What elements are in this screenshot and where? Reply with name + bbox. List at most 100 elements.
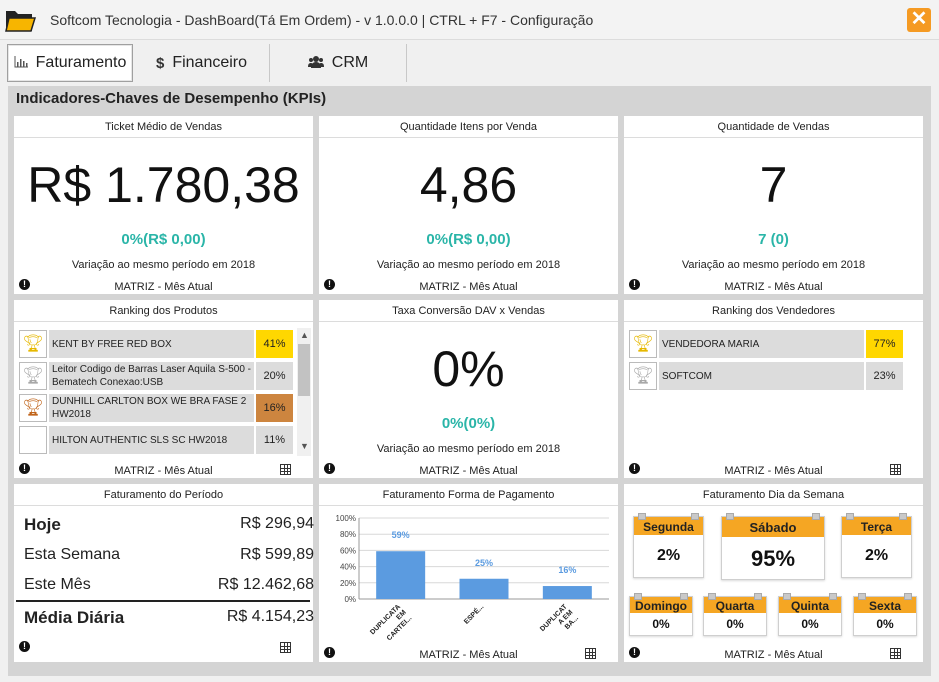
card-footer: MATRIZ - Mês Atual [724, 649, 823, 661]
tab-crm[interactable]: CRM [270, 44, 407, 82]
list-item[interactable]: 🏆︎ KENT BY FREE RED BOX 41% [19, 330, 293, 358]
card-footer: MATRIZ - Mês Atual [419, 649, 518, 661]
info-icon[interactable]: ! [19, 463, 30, 474]
ranking-vendedores-card: Ranking dos Vendedores 🏆︎ VENDEDORA MARI… [624, 300, 923, 478]
product-percent: 11% [256, 426, 293, 454]
itens-por-venda-card: Quantidade Itens por Venda 4,86 0%(R$ 0,… [319, 116, 618, 294]
kpi-value: 7 [759, 157, 788, 213]
tab-label: Financeiro [172, 54, 248, 71]
info-icon[interactable]: ! [629, 647, 640, 658]
kpi-variation: 0%(R$ 0,00) [121, 231, 206, 248]
scrollbar-thumb[interactable] [298, 344, 310, 396]
product-name: DUNHILL CARLTON BOX WE BRA FASE 2 HW2018 [49, 394, 254, 422]
list-item[interactable]: 🏆︎ SOFTCOM 23% [629, 362, 903, 390]
payment-bar-chart: 100% 80% 60% 40% 20% 0% 59% DUPLICATAEMCARTEI..… [336, 514, 609, 642]
card-footer: MATRIZ - Mês Atual [724, 281, 823, 293]
pin-icon [783, 593, 791, 600]
ticket-medio-card: Ticket Médio de Vendas R$ 1.780,38 0%(R$… [14, 116, 313, 294]
tab-label: CRM [331, 54, 369, 71]
period-value: R$ 4.154,23 [226, 608, 314, 625]
y-tick-label: 60% [340, 546, 356, 555]
grid-icon[interactable] [585, 648, 596, 659]
period-label: Esta Semana [24, 546, 121, 563]
product-name: HILTON AUTHENTIC SLS SC HW2018 [49, 426, 254, 454]
grid-icon[interactable] [280, 464, 291, 475]
tab-faturamento[interactable]: Faturamento [7, 44, 133, 82]
kpi-comparison: Variação ao mesmo período em 2018 [71, 259, 256, 271]
close-button[interactable]: ✕ [907, 8, 931, 32]
bar [459, 578, 509, 599]
pin-icon [638, 513, 646, 520]
day-value: 2% [864, 547, 889, 564]
pin-icon [691, 513, 699, 520]
scrollbar[interactable]: ▲ ▼ [297, 328, 311, 456]
ranking-produtos-card: Ranking dos Produtos 🏆︎ KENT BY FREE RED… [14, 300, 313, 478]
scroll-up-icon[interactable]: ▲ [300, 330, 309, 340]
day-value: 0% [726, 617, 744, 631]
list-item[interactable]: 🏆︎ DUNHILL CARLTON BOX WE BRA FASE 2 HW2… [19, 394, 293, 422]
day-card-domingo: Domingo 0% [629, 593, 693, 636]
y-tick-label: 100% [336, 514, 356, 523]
title-bar: Softcom Tecnologia - DashBoard(Tá Em Ord… [0, 0, 939, 40]
list-item[interactable]: 🏆︎ Leitor Codigo de Barras Laser Aquila … [19, 362, 293, 390]
scroll-down-icon[interactable]: ▼ [300, 441, 309, 451]
info-icon[interactable]: ! [324, 463, 335, 474]
info-icon[interactable]: ! [629, 463, 640, 474]
silver-trophy-icon: 🏆︎ [19, 362, 47, 390]
card-title: Quantidade Itens por Venda [319, 116, 618, 138]
period-label: Este Mês [24, 576, 91, 593]
y-tick-label: 80% [340, 530, 356, 539]
day-value: 0% [801, 617, 819, 631]
forma-pagamento-card: Faturamento Forma de Pagamento 100% 80% 60… [319, 484, 618, 662]
card-title: Faturamento Forma de Pagamento [319, 484, 618, 506]
day-card-terca: Terça 2% [841, 513, 912, 578]
grid-icon[interactable] [890, 464, 901, 475]
gold-trophy-icon: 🏆︎ [19, 330, 47, 358]
users-icon [307, 55, 324, 72]
taxa-conversao-card: Taxa Conversão DAV x Vendas 0% 0%(0%) Va… [319, 300, 618, 478]
kpi-variation: 0%(R$ 0,00) [426, 231, 511, 248]
card-title: Ranking dos Produtos [14, 300, 313, 322]
y-tick-label: 40% [340, 563, 356, 572]
info-icon[interactable]: ! [324, 279, 335, 290]
pin-icon [754, 593, 762, 600]
grid-icon[interactable] [890, 648, 901, 659]
day-card-segunda: Segunda 2% [633, 513, 704, 578]
card-footer: MATRIZ - Mês Atual [724, 465, 823, 477]
info-icon[interactable]: ! [19, 279, 30, 290]
day-card-quinta: Quinta 0% [778, 593, 842, 636]
list-item[interactable]: 🏆︎ VENDEDORA MARIA 77% [629, 330, 903, 358]
day-label: Terça [842, 517, 911, 535]
grid-icon[interactable] [280, 642, 291, 653]
x-tick-label: ESPÉ... [462, 602, 486, 626]
quantidade-vendas-card: Quantidade de Vendas 7 7 (0) Variação ao… [624, 116, 923, 294]
y-tick-label: 0% [344, 595, 356, 604]
day-card-quarta: Quarta 0% [703, 593, 767, 636]
tab-financeiro[interactable]: $ Financeiro [134, 44, 270, 82]
card-title: Ticket Médio de Vendas [14, 116, 313, 138]
seller-name: VENDEDORA MARIA [659, 330, 864, 358]
faturamento-periodo-card: Faturamento do Período Hoje R$ 296,94 Es… [14, 484, 314, 662]
kpi-panel: Indicadores-Chaves de Desempenho (KPIs) … [8, 86, 931, 676]
pin-icon [829, 593, 837, 600]
pin-icon [726, 513, 734, 520]
period-label: Hoje [24, 515, 61, 534]
info-icon[interactable]: ! [629, 279, 640, 290]
day-label: Domingo [630, 597, 692, 613]
info-icon[interactable]: ! [324, 647, 335, 658]
day-label: Quinta [779, 597, 841, 613]
period-value: R$ 599,89 [240, 546, 314, 563]
info-icon[interactable]: ! [19, 641, 30, 652]
product-percent: 20% [256, 362, 293, 390]
period-value: R$ 12.462,68 [217, 576, 314, 593]
kpi-comparison: Variação ao mesmo período em 2018 [376, 259, 561, 271]
tab-label: Faturamento [35, 54, 127, 71]
silver-trophy-icon: 🏆︎ [629, 362, 657, 390]
kpi-value: 0% [432, 341, 505, 397]
product-percent: 16% [256, 394, 293, 422]
list-item[interactable]: HILTON AUTHENTIC SLS SC HW2018 11% [19, 426, 293, 454]
bar-data-label: 59% [392, 530, 410, 540]
empty-trophy-slot [19, 426, 47, 454]
card-footer: MATRIZ - Mês Atual [419, 281, 518, 293]
pin-icon [634, 593, 642, 600]
